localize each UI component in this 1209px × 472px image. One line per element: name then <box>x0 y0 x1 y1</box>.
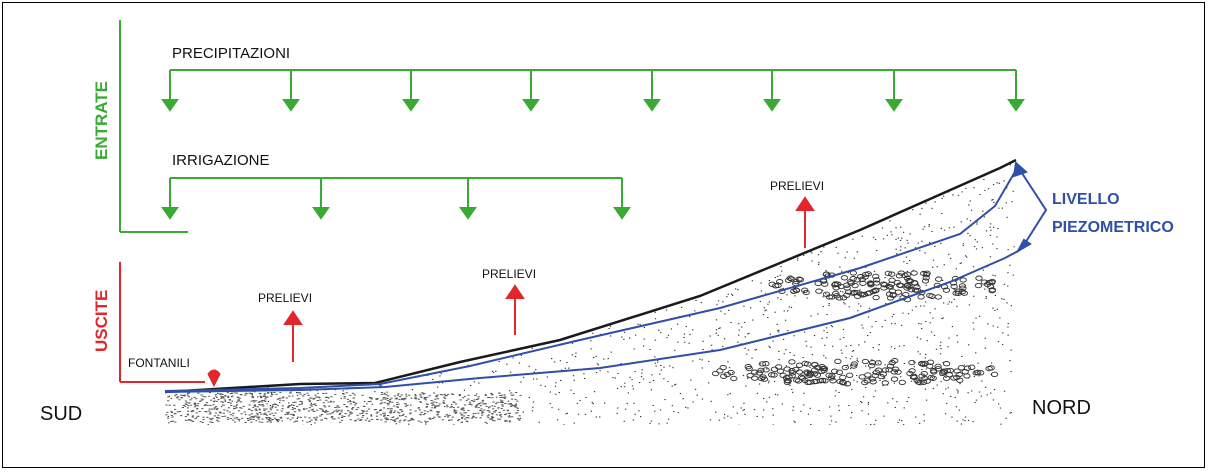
prelievi-label-2: PRELIEVI <box>482 267 536 281</box>
ground-surface-line <box>164 158 1017 394</box>
precipitazioni-label: PRECIPITAZIONI <box>172 45 290 62</box>
entrate-bracket <box>119 20 188 233</box>
irrigation-arrow-2 <box>312 178 330 220</box>
fontanili-label: FONTANILI <box>128 356 190 370</box>
precipitation-arrow-3 <box>402 70 420 112</box>
precipitation-arrow-7 <box>885 70 903 112</box>
uscite-bracket <box>119 262 205 383</box>
prelievi-arrow-1 <box>283 310 303 362</box>
prelievi-label-3: PRELIEVI <box>770 179 824 193</box>
prelievi-arrow-2 <box>505 284 525 335</box>
precipitation-arrows <box>161 69 1025 112</box>
prelievi-label-1: PRELIEVI <box>258 291 312 305</box>
precipitation-arrow-2 <box>282 70 300 112</box>
precipitation-arrow-1 <box>161 70 179 112</box>
fontanili-marker <box>207 369 221 388</box>
irrigation-arrow-3 <box>459 178 477 220</box>
nord-label: NORD <box>1032 397 1091 419</box>
piezometric-line-lower <box>164 249 1021 393</box>
piezometrico-label: PIEZOMETRICO <box>1052 219 1174 236</box>
gravel-lens-upper <box>768 270 997 303</box>
irrigation-arrows <box>161 177 631 220</box>
uscite-label: USCITE <box>92 290 111 352</box>
livello-label: LIVELLO <box>1052 191 1120 208</box>
clay-layer-sud <box>165 392 522 423</box>
precipitation-arrow-5 <box>643 70 661 112</box>
sud-label: SUD <box>40 403 82 425</box>
precipitation-arrow-4 <box>522 70 540 112</box>
irrigation-arrow-1 <box>161 178 179 220</box>
precipitation-arrow-8 <box>1007 70 1025 112</box>
piezometric-line-upper <box>164 169 1017 392</box>
gravel-lens-lower <box>711 358 999 387</box>
piezometric-bracket <box>1012 161 1048 254</box>
entrate-label: ENTRATE <box>92 81 111 160</box>
irrigazione-label: IRRIGAZIONE <box>172 152 270 169</box>
prelievi-arrow-3 <box>795 196 815 248</box>
precipitation-arrow-6 <box>763 70 781 112</box>
irrigation-arrow-4 <box>613 178 631 220</box>
